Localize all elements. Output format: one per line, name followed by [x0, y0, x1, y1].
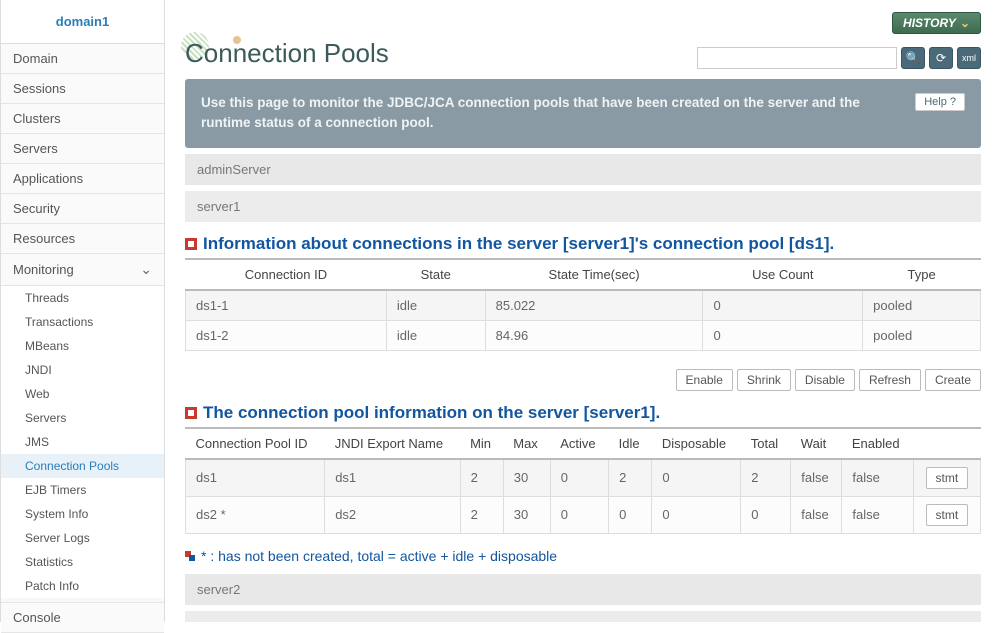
nav-monitoring[interactable]: Monitoring ⌄ — [1, 254, 164, 286]
chevron-down-icon: ⌄ — [960, 16, 970, 30]
server-row-1[interactable]: server1 — [185, 191, 981, 222]
sidebar: domain1 Domain Sessions Clusters Servers… — [0, 0, 165, 622]
sub-jndi[interactable]: JNDI — [1, 358, 164, 382]
sub-mbeans[interactable]: MBeans — [1, 334, 164, 358]
chevron-down-icon: ⌄ — [140, 261, 152, 278]
table-row[interactable]: ds1-1 idle 85.022 0 pooled — [186, 290, 981, 321]
sub-connection-pools[interactable]: Connection Pools — [1, 454, 164, 478]
col-stmt — [913, 429, 980, 459]
enable-button[interactable]: Enable — [676, 369, 733, 391]
table-row[interactable]: ds1-2 idle 84.96 0 pooled — [186, 320, 981, 350]
col-min: Min — [460, 429, 503, 459]
sub-transactions[interactable]: Transactions — [1, 310, 164, 334]
info-banner: Use this page to monitor the JDBC/JCA co… — [185, 79, 981, 148]
history-label: HISTORY — [903, 16, 956, 30]
server-row-admin[interactable]: adminServer — [185, 154, 981, 185]
section2-title: The connection pool information on the s… — [185, 403, 981, 429]
disable-button[interactable]: Disable — [795, 369, 855, 391]
col-type: Type — [863, 260, 981, 290]
nav-resources[interactable]: Resources — [1, 224, 164, 254]
domain-header[interactable]: domain1 — [1, 0, 164, 44]
col-active: Active — [550, 429, 608, 459]
sub-server-logs[interactable]: Server Logs — [1, 526, 164, 550]
help-button[interactable]: Help ? — [915, 93, 965, 111]
col-wait: Wait — [791, 429, 842, 459]
nav-domain[interactable]: Domain — [1, 44, 164, 74]
col-state-time: State Time(sec) — [485, 260, 703, 290]
col-conn-id: Connection ID — [186, 260, 387, 290]
section1-title: Information about connections in the ser… — [185, 234, 981, 260]
sub-threads[interactable]: Threads — [1, 286, 164, 310]
refresh-button[interactable]: Refresh — [859, 369, 921, 391]
nav-servers[interactable]: Servers — [1, 134, 164, 164]
square-icon — [185, 407, 197, 419]
col-state: State — [386, 260, 485, 290]
nav-sessions[interactable]: Sessions — [1, 74, 164, 104]
col-idle: Idle — [609, 429, 652, 459]
search-icon[interactable]: 🔍 — [901, 47, 925, 69]
col-disposable: Disposable — [652, 429, 741, 459]
sub-jms[interactable]: JMS — [1, 430, 164, 454]
sub-system-info[interactable]: System Info — [1, 502, 164, 526]
pools-table: Connection Pool ID JNDI Export Name Min … — [185, 429, 981, 534]
shrink-button[interactable]: Shrink — [737, 369, 791, 391]
sub-servers[interactable]: Servers — [1, 406, 164, 430]
connections-table: Connection ID State State Time(sec) Use … — [185, 260, 981, 351]
footnote: * : has not been created, total = active… — [185, 548, 981, 564]
monitoring-subnav: Threads Transactions MBeans JNDI Web Ser… — [1, 286, 164, 598]
table-row[interactable]: ds1 ds1 2 30 0 2 0 2 false false stmt — [186, 459, 981, 497]
refresh-icon[interactable]: ⟳ — [929, 47, 953, 69]
stmt-button[interactable]: stmt — [926, 467, 969, 489]
banner-text: Use this page to monitor the JDBC/JCA co… — [201, 93, 895, 134]
square-icon — [185, 238, 197, 250]
nav-monitoring-label: Monitoring — [13, 262, 74, 277]
nav-applications[interactable]: Applications — [1, 164, 164, 194]
col-jndi: JNDI Export Name — [325, 429, 460, 459]
nav-clusters[interactable]: Clusters — [1, 104, 164, 134]
col-max: Max — [503, 429, 550, 459]
stmt-button[interactable]: stmt — [926, 504, 969, 526]
page-title: Connection Pools — [185, 38, 389, 69]
col-use-count: Use Count — [703, 260, 863, 290]
sub-web[interactable]: Web — [1, 382, 164, 406]
sub-patch-info[interactable]: Patch Info — [1, 574, 164, 598]
col-enabled: Enabled — [842, 429, 913, 459]
sub-statistics[interactable]: Statistics — [1, 550, 164, 574]
server-row-2[interactable]: server2 — [185, 574, 981, 605]
search-input[interactable] — [697, 47, 897, 69]
action-buttons: Enable Shrink Disable Refresh Create — [185, 369, 981, 391]
nav-security[interactable]: Security — [1, 194, 164, 224]
col-pool-id: Connection Pool ID — [186, 429, 325, 459]
history-button[interactable]: HISTORY ⌄ — [892, 12, 981, 34]
table-row[interactable]: ds2 * ds2 2 30 0 0 0 0 false false stmt — [186, 496, 981, 533]
create-button[interactable]: Create — [925, 369, 981, 391]
export-xml-icon[interactable]: xml — [957, 47, 981, 69]
nav-console[interactable]: Console — [1, 602, 164, 633]
server-row-3[interactable]: server3 — [185, 611, 981, 623]
footnote-icon — [185, 551, 195, 561]
main-content: HISTORY ⌄ Connection Pools 🔍 ⟳ xml Use t… — [165, 0, 993, 622]
col-total: Total — [741, 429, 791, 459]
sub-ejb-timers[interactable]: EJB Timers — [1, 478, 164, 502]
